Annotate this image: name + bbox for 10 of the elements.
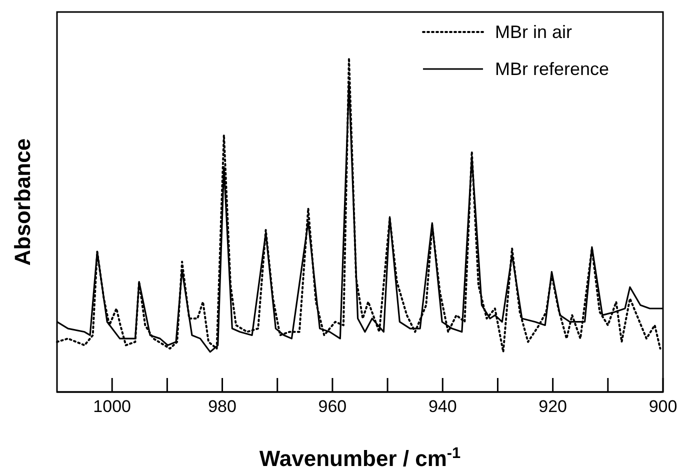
x-tick-label: 960 <box>318 397 347 416</box>
x-tick-label: 940 <box>428 397 457 416</box>
x-axis-title: Wavenumber / cm$^{-1}$ <box>259 444 462 471</box>
x-tick-label: 980 <box>208 397 236 416</box>
x-tick-label: 1000 <box>93 397 132 416</box>
x-tick-label: 920 <box>538 397 568 416</box>
x-tick-label: 900 <box>648 397 678 416</box>
legend-label: MBr reference <box>495 59 610 79</box>
legend-label: MBr in air <box>495 22 572 42</box>
y-axis-title: Absorbance <box>10 138 35 266</box>
